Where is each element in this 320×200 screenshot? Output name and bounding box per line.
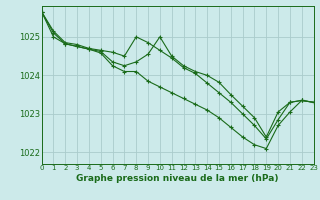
X-axis label: Graphe pression niveau de la mer (hPa): Graphe pression niveau de la mer (hPa)	[76, 174, 279, 183]
